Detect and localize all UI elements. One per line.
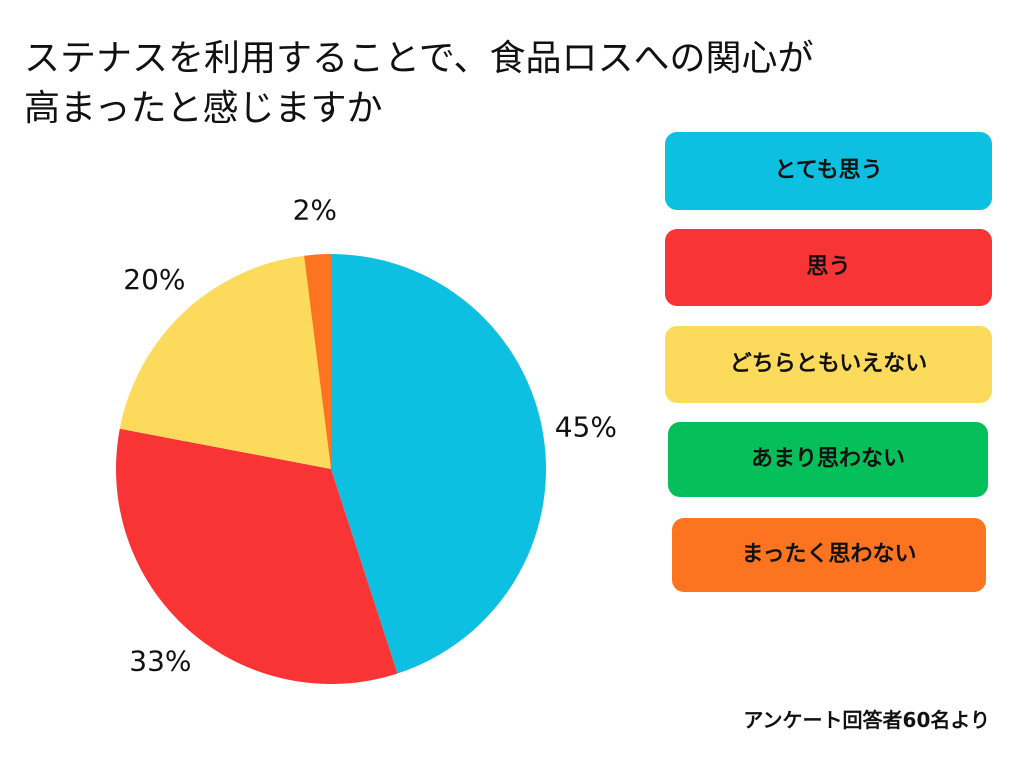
data-label: 45% [555,411,617,444]
pie-slice [119,255,331,469]
legend-label: 思う [806,255,850,280]
pie-slice [115,428,398,684]
legend-item [665,229,992,306]
pie-slice [304,254,331,469]
legend-item [672,518,986,592]
data-label: 2% [293,194,337,227]
footnote: アンケート回答者60名より [743,708,990,732]
legend-label: どちらともいえない [730,352,928,377]
legend-label: まったく思わない [741,542,916,567]
pie-slice [331,254,547,674]
legend-item [665,132,992,210]
legend-label: あまり思わない [751,447,905,472]
data-label: 33% [129,645,191,678]
legend-item [665,326,992,403]
chart-title: ステナスを利用することで、食品ロスへの関心が高まったと感じますか [24,38,814,129]
legend-item [668,422,988,497]
data-label: 20% [123,263,185,296]
legend-label: とても思う [774,158,882,183]
